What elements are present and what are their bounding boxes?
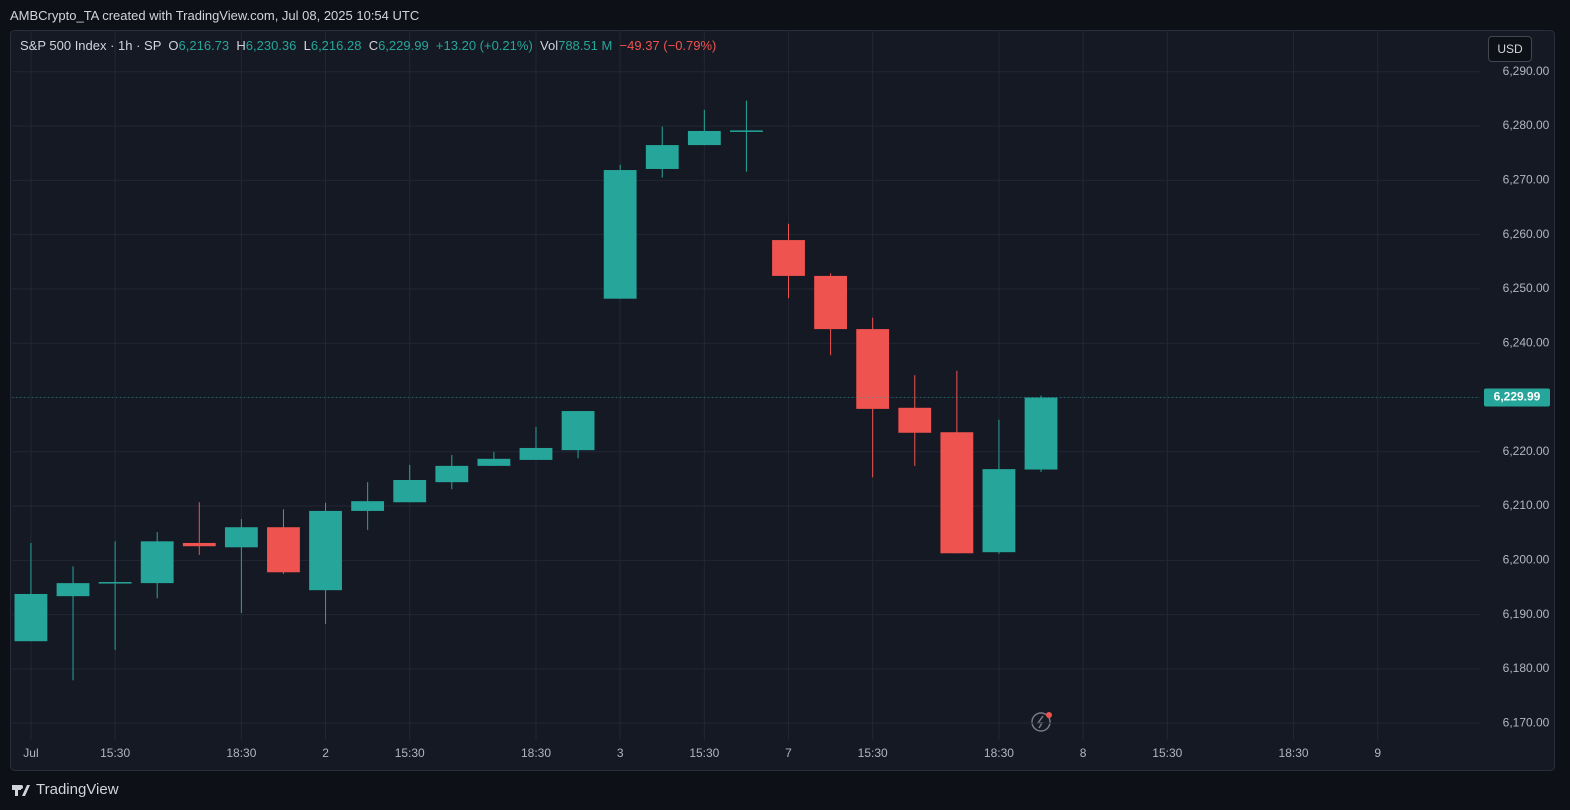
- candle-body: [519, 447, 553, 460]
- candle-body: [645, 145, 679, 169]
- legend-volume: 788.51 M: [558, 38, 613, 53]
- legend: S&P 500 Index · 1h · SP O6,216.73 H6,230…: [20, 38, 716, 53]
- legend-value: 6,216.28: [310, 38, 362, 53]
- legend-value: 6,216.73: [178, 38, 230, 53]
- y-tick-label: 6,280.00: [1503, 118, 1550, 132]
- legend-volume-change: −49.37 (−0.79%): [619, 38, 717, 53]
- candle-body: [435, 465, 469, 483]
- candle-body: [14, 593, 48, 642]
- x-tick-label: 18:30: [984, 746, 1014, 760]
- x-tick-label: 9: [1374, 746, 1381, 760]
- y-tick-label: 6,190.00: [1503, 607, 1550, 621]
- last-price-label: 6,229.99: [1494, 390, 1541, 404]
- y-tick-label: 6,220.00: [1503, 444, 1550, 458]
- candle-body: [898, 407, 932, 433]
- y-tick-label: 6,170.00: [1503, 715, 1550, 729]
- candle-body: [561, 411, 595, 451]
- x-tick-label: 18:30: [521, 746, 551, 760]
- last-price-box: [1484, 388, 1550, 407]
- candle-body: [351, 501, 385, 511]
- candle-body: [603, 170, 637, 299]
- x-tick-label: 3: [617, 746, 624, 760]
- candle-body: [477, 458, 511, 466]
- candle-body: [982, 469, 1016, 553]
- legend-key: C: [368, 38, 379, 53]
- legend-key: O: [168, 38, 179, 53]
- legend-value: 6,230.36: [245, 38, 297, 53]
- y-tick-label: 6,200.00: [1503, 553, 1550, 567]
- candle-body: [772, 240, 805, 276]
- candle-body: [140, 541, 174, 584]
- currency-button[interactable]: USD: [1488, 36, 1532, 62]
- candle-body: [856, 329, 890, 409]
- chart-frame: [10, 30, 1555, 771]
- candle-body: [224, 527, 258, 548]
- x-tick-label: 15:30: [100, 746, 130, 760]
- legend-key: L: [303, 38, 311, 53]
- y-tick-label: 6,270.00: [1503, 173, 1550, 187]
- candle-body: [98, 582, 132, 584]
- candle-body: [56, 583, 90, 597]
- x-tick-label: 18:30: [226, 746, 256, 760]
- legend-key: H: [236, 38, 246, 53]
- candle-body: [309, 510, 342, 591]
- x-tick-label: 2: [322, 746, 329, 760]
- y-tick-label: 6,240.00: [1503, 335, 1550, 349]
- candle-body: [267, 527, 300, 573]
- x-tick-label: 15:30: [689, 746, 719, 760]
- y-tick-label: 6,250.00: [1503, 281, 1550, 295]
- x-tick-label: 8: [1080, 746, 1087, 760]
- tv-logo: [12, 785, 30, 796]
- candle-body: [730, 130, 763, 132]
- credit: AMBCrypto_TA created with TradingView.co…: [10, 8, 420, 23]
- candle-body: [1024, 397, 1058, 470]
- candle-body: [814, 275, 848, 330]
- x-tick-label: 18:30: [1279, 746, 1309, 760]
- legend-value: 6,229.99: [378, 38, 429, 53]
- candle-body: [940, 432, 974, 554]
- x-tick-label: 7: [785, 746, 792, 760]
- x-tick-label: 15:30: [858, 746, 888, 760]
- y-tick-label: 6,210.00: [1503, 498, 1550, 512]
- x-tick-label: 15:30: [395, 746, 425, 760]
- legend-symbol: S&P 500 Index · 1h · SP: [20, 38, 162, 53]
- brand: TradingView: [36, 781, 119, 798]
- candle-body: [182, 542, 216, 547]
- candle-body: [393, 479, 427, 503]
- y-tick-label: 6,260.00: [1503, 227, 1550, 241]
- legend-key: Vol: [540, 38, 559, 53]
- candle-body: [687, 130, 721, 146]
- y-tick-label: 6,180.00: [1503, 661, 1550, 675]
- y-tick-label: 6,290.00: [1503, 64, 1550, 78]
- x-tick-label: 15:30: [1152, 746, 1182, 760]
- legend-change: +13.20 (+0.21%): [435, 38, 533, 53]
- x-tick-label: Jul: [23, 746, 38, 760]
